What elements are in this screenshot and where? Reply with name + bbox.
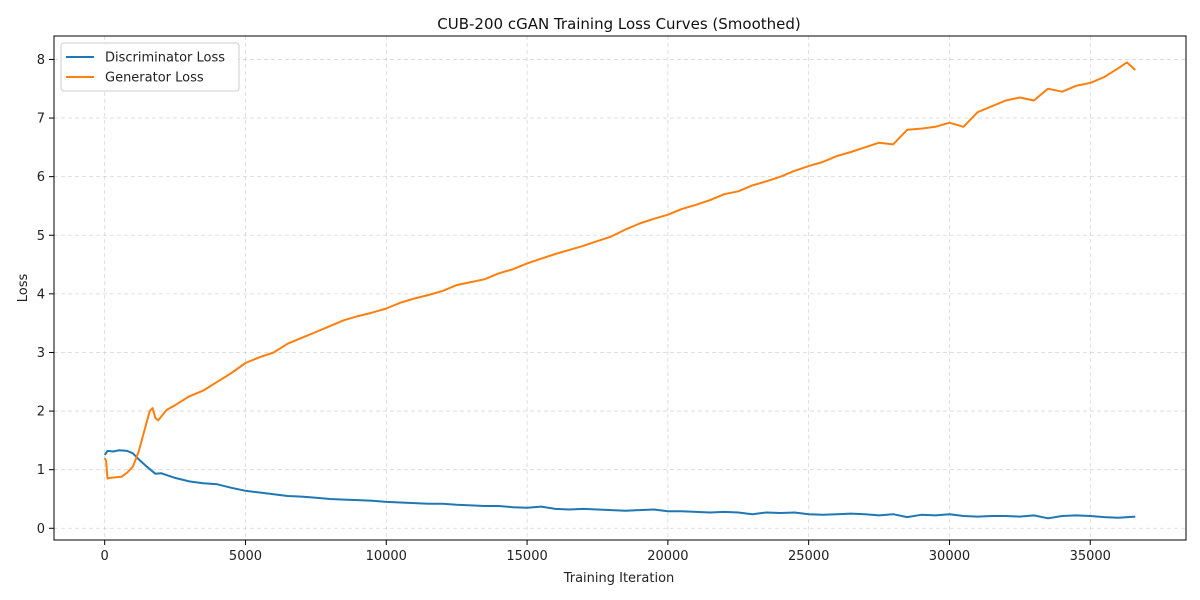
- x-tick-label: 5000: [229, 549, 262, 564]
- legend-label: Discriminator Loss: [105, 51, 225, 66]
- series-line-1: [103, 61, 1136, 480]
- x-axis-ticks: 0 5000 10000 15000 20000 25000 30000 35000: [101, 540, 1111, 564]
- x-tick-label: 20000: [647, 549, 688, 564]
- y-axis-ticks: 0 1 2 3 4 5 6 7 8: [37, 53, 54, 537]
- y-tick-label: 0: [37, 522, 45, 537]
- legend-label: Generator Loss: [105, 71, 204, 86]
- y-tick-label: 6: [37, 170, 45, 185]
- y-tick-label: 4: [37, 287, 45, 302]
- y-tick-label: 8: [37, 53, 45, 68]
- grid-lines: [54, 36, 1186, 540]
- y-tick-label: 7: [37, 112, 45, 127]
- plot-area: [103, 61, 1136, 520]
- plot-frame: [53, 35, 1187, 541]
- y-tick-label: 5: [37, 229, 45, 244]
- x-tick-label: 35000: [1070, 549, 1111, 564]
- y-axis-label: Loss: [16, 274, 31, 303]
- x-tick-label: 0: [101, 549, 109, 564]
- x-axis-label: Training Iteration: [563, 571, 675, 586]
- x-tick-label: 10000: [366, 549, 407, 564]
- legend: Discriminator Loss Generator Loss: [60, 42, 240, 92]
- legend-box: [60, 42, 240, 92]
- y-tick-label: 3: [37, 346, 45, 361]
- x-tick-label: 30000: [929, 549, 970, 564]
- y-tick-label: 2: [37, 405, 45, 420]
- series-line-0: [103, 449, 1136, 520]
- x-tick-label: 25000: [788, 549, 829, 564]
- y-tick-label: 1: [37, 463, 45, 478]
- x-tick-label: 15000: [506, 549, 547, 564]
- chart-title: CUB-200 cGAN Training Loss Curves (Smoot…: [437, 15, 800, 33]
